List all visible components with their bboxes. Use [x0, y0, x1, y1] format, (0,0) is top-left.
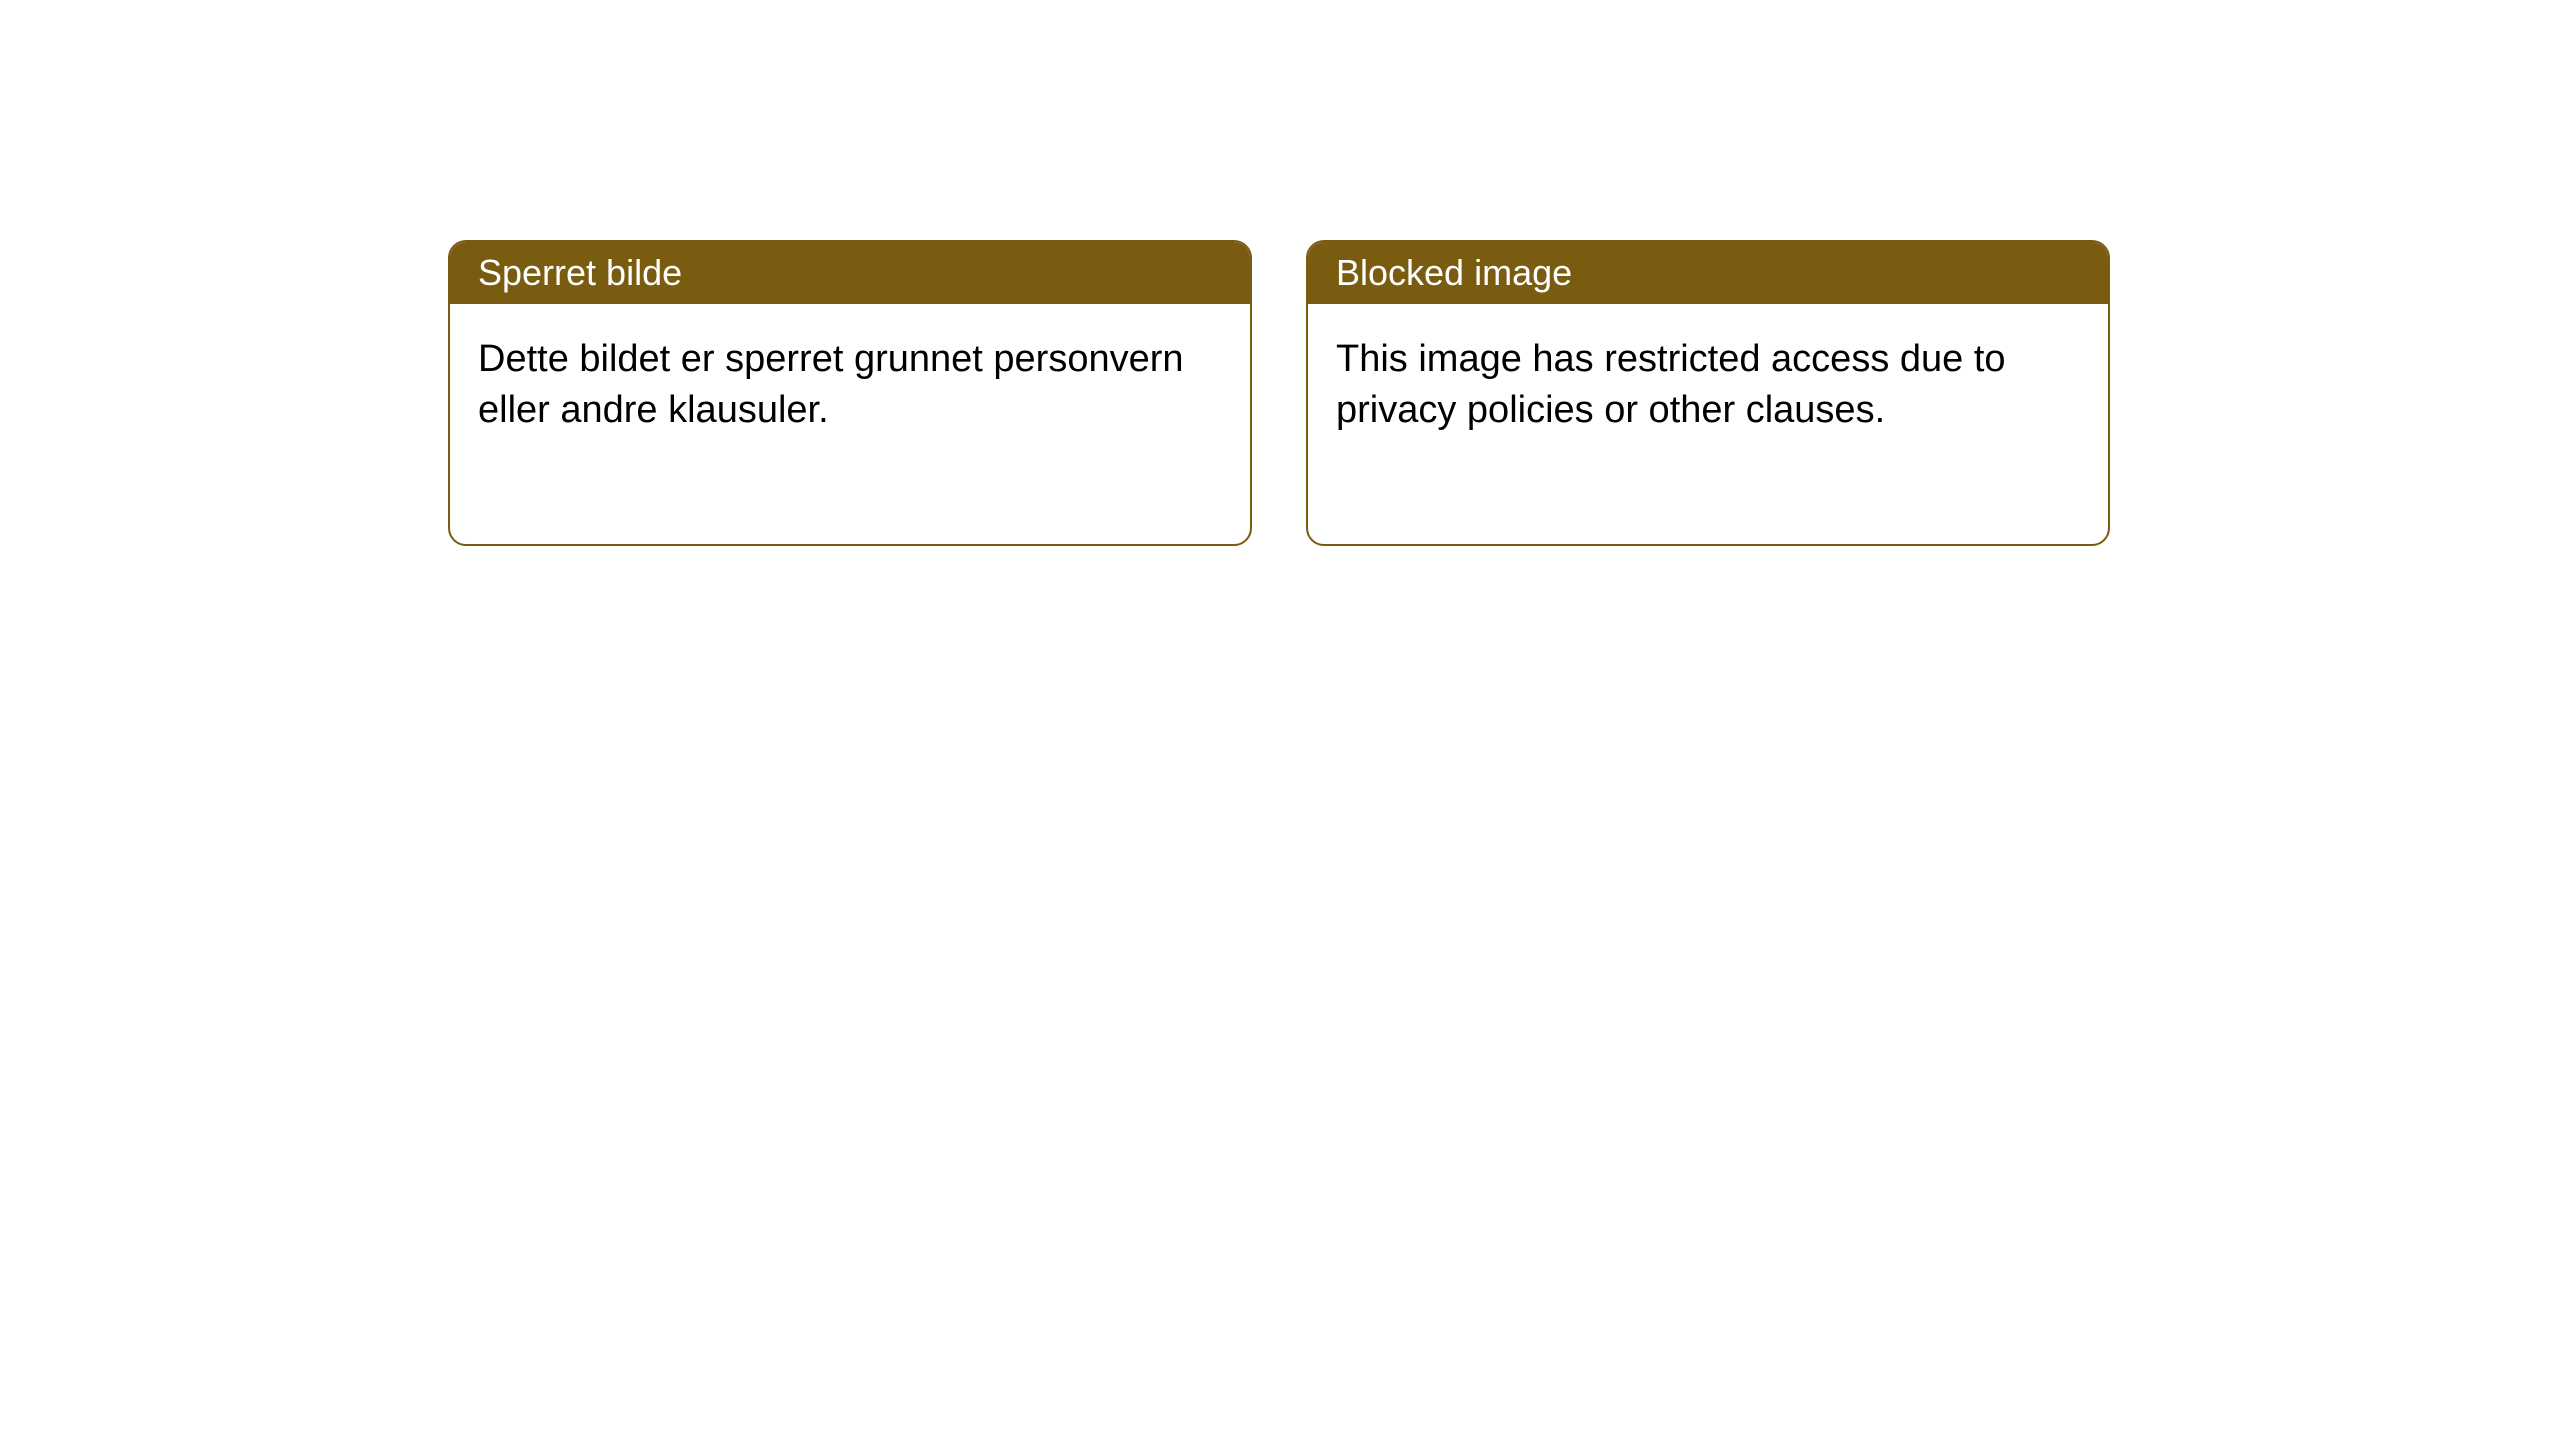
- notice-container: Sperret bilde Dette bildet er sperret gr…: [0, 0, 2560, 546]
- notice-body-text: Dette bildet er sperret grunnet personve…: [478, 338, 1184, 431]
- notice-box-norwegian: Sperret bilde Dette bildet er sperret gr…: [448, 240, 1252, 546]
- notice-box-english: Blocked image This image has restricted …: [1306, 240, 2110, 546]
- notice-title: Sperret bilde: [478, 252, 682, 293]
- notice-body: This image has restricted access due to …: [1308, 304, 2108, 544]
- notice-body: Dette bildet er sperret grunnet personve…: [450, 304, 1250, 544]
- notice-body-text: This image has restricted access due to …: [1336, 338, 2006, 431]
- notice-header: Sperret bilde: [450, 242, 1250, 304]
- notice-header: Blocked image: [1308, 242, 2108, 304]
- notice-title: Blocked image: [1336, 252, 1572, 293]
